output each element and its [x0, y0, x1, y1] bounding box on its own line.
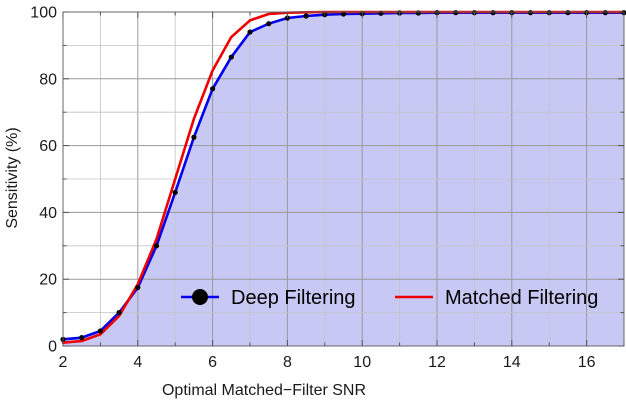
data-point-deep-filtering — [303, 13, 309, 19]
data-point-deep-filtering — [266, 21, 272, 27]
x-tick-label: 4 — [133, 354, 142, 371]
data-point-deep-filtering — [247, 29, 253, 35]
data-point-deep-filtering — [79, 335, 85, 341]
data-point-deep-filtering — [602, 10, 608, 16]
data-point-deep-filtering — [284, 15, 290, 21]
y-axis-label: Sensitivity (%) — [4, 127, 21, 228]
data-point-deep-filtering — [228, 54, 234, 60]
data-point-deep-filtering — [172, 189, 178, 195]
data-point-deep-filtering — [490, 10, 496, 16]
x-axis-ticks: 2 4 6 8 10 12 14 16 — [59, 354, 596, 371]
data-point-deep-filtering — [415, 10, 421, 16]
y-axis-ticks: 0 20 40 60 80 100 — [30, 5, 57, 356]
plot-frame — [62, 11, 625, 347]
legend-marker-deep-filtering — [192, 289, 208, 305]
data-point-deep-filtering — [191, 134, 197, 140]
y-tick-label: 20 — [39, 272, 57, 289]
x-tick-label: 12 — [428, 354, 446, 371]
x-tick-label: 10 — [353, 354, 371, 371]
data-point-deep-filtering — [97, 328, 103, 334]
legend: Deep Filtering Matched Filtering — [181, 287, 598, 309]
legend-label-deep-filtering: Deep Filtering — [231, 287, 356, 309]
y-tick-label: 0 — [48, 339, 57, 356]
data-point-deep-filtering — [565, 10, 571, 16]
data-point-deep-filtering — [116, 310, 122, 316]
x-tick-label: 16 — [578, 354, 596, 371]
data-point-deep-filtering — [453, 10, 459, 16]
x-tick-label: 8 — [283, 354, 292, 371]
data-point-deep-filtering — [153, 243, 160, 249]
y-tick-label: 60 — [39, 138, 57, 155]
data-point-deep-filtering — [135, 284, 141, 291]
data-point-deep-filtering — [340, 11, 347, 17]
x-axis-label: Optimal Matched−Filter SNR — [162, 382, 366, 399]
data-point-deep-filtering — [527, 10, 534, 16]
data-point-deep-filtering — [210, 86, 216, 92]
x-tick-label: 6 — [208, 354, 217, 371]
y-tick-label: 100 — [30, 5, 57, 22]
y-tick-label: 80 — [39, 71, 57, 88]
x-tick-label: 2 — [59, 354, 68, 371]
x-tick-label: 14 — [503, 354, 521, 371]
legend-label-matched-filtering: Matched Filtering — [445, 287, 598, 309]
y-tick-label: 40 — [39, 205, 57, 222]
